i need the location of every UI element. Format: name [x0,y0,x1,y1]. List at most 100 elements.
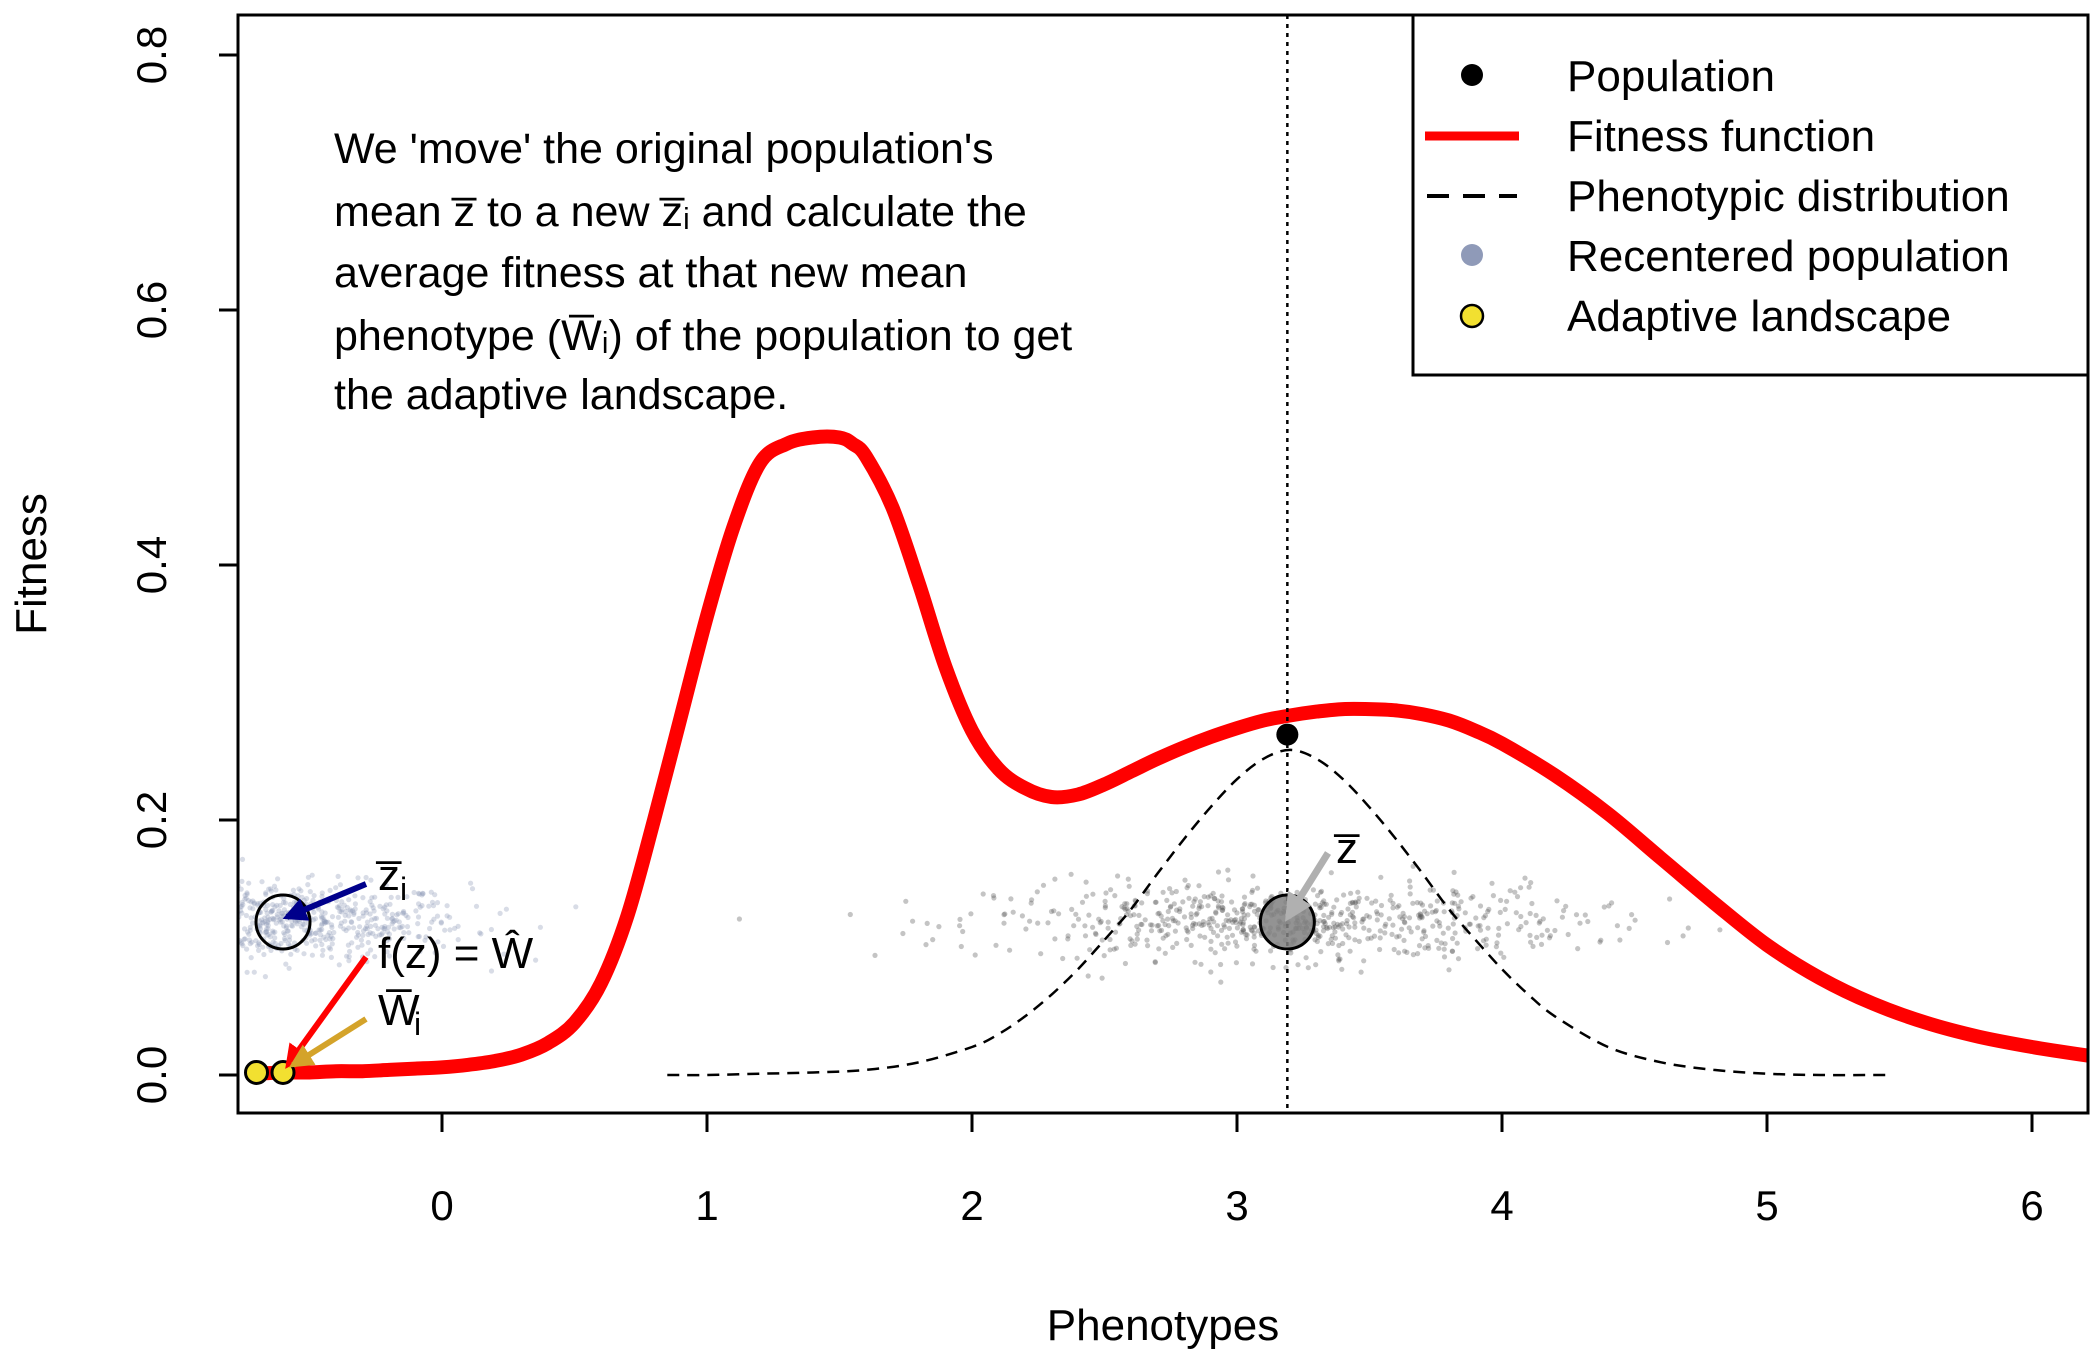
recentered-point [195,920,200,925]
population-scatter-point [1396,933,1402,939]
y-tick-label: 0.0 [128,1046,175,1104]
recentered-point [183,925,188,930]
population-scatter-point [1685,925,1691,931]
recentered-point [265,926,271,932]
population-scatter-point [1029,897,1035,903]
recentered-point [228,913,233,918]
population-scatter-point [1477,903,1484,909]
population-scatter-point [1536,920,1542,926]
recentered-point [87,926,92,931]
population-scatter-point [1337,911,1344,918]
recentered-point [206,921,211,926]
population-scatter-point [1321,912,1327,919]
recentered-point [372,894,378,900]
recentered-point [143,928,148,933]
population-scatter-point [1388,892,1394,898]
recentered-point [339,907,345,913]
recentered-point [319,952,325,958]
population-scatter-point [1121,905,1127,911]
recentered-point [75,938,80,943]
recentered-point [213,928,218,933]
population-scatter-point [1313,930,1319,937]
recentered-point [215,914,220,919]
population-scatter-point [1410,863,1416,869]
population-scatter-point [1167,904,1173,910]
recentered-point [339,909,345,915]
recentered-point [296,886,302,892]
population-scatter-point [1207,916,1213,922]
recentered-point [243,895,249,901]
recentered-point [200,943,205,948]
population-scatter-point [1454,940,1460,946]
population-scatter-point [1485,925,1491,931]
recentered-point [144,942,149,947]
recentered-point [256,947,262,954]
y-tick-label: 0.2 [128,791,175,849]
recentered-point [134,899,139,904]
recentered-point [377,932,383,938]
recentered-point [415,921,421,927]
population-scatter-point [1184,927,1190,934]
population-scatter-point [1152,899,1158,905]
recentered-point [212,905,217,910]
population-scatter-point [1490,893,1496,899]
recentered-point [316,927,322,933]
recentered-point [238,886,244,892]
recentered-point [278,940,284,947]
recentered-point [319,890,325,896]
recentered-point [372,954,378,960]
recentered-point [180,914,185,919]
recentered-point [415,890,422,897]
recentered-point [329,922,335,928]
recentered-point [341,902,347,908]
recentered-point [384,915,390,921]
recentered-point [171,878,176,883]
recentered-point [341,926,347,932]
population-scatter-point [1092,930,1099,936]
population-scatter-point [1028,900,1034,906]
recentered-point [379,924,385,930]
recentered-point [224,960,229,965]
population-scatter-point [1218,961,1224,968]
population-scatter-point [923,942,929,948]
recentered-point [368,877,374,883]
population-scatter-point [1040,882,1047,888]
recentered-point [175,916,180,921]
population-scatter-point [1339,909,1345,916]
population-scatter-point [1321,901,1327,907]
population-scatter-point [958,943,964,950]
recentered-point [246,937,252,943]
population-scatter-point [1240,927,1246,933]
population-scatter-point [1212,895,1218,902]
recentered-point [257,923,263,929]
population-scatter-point [1172,928,1178,934]
population-scatter-point [968,911,974,917]
population-scatter-point [1453,889,1459,895]
recentered-point [220,902,225,907]
population-scatter-point [1052,876,1058,882]
recentered-point [256,941,262,948]
population-scatter-point [1325,941,1331,947]
population-scatter-point [1164,897,1170,904]
note-line: the adaptive landscape. [334,371,788,419]
recentered-point [320,947,326,953]
recentered-point [343,927,349,934]
wi-label: W̅ i [378,986,421,1042]
recentered-point [290,923,296,929]
population-scatter-point [1153,899,1159,905]
population-scatter-point [930,937,936,943]
population-scatter-point [1345,906,1351,912]
population-scatter-point [1219,904,1225,910]
population-scatter-point [1051,908,1057,914]
population-scatter-point [1399,916,1406,922]
population-scatter-point [1343,932,1349,938]
recentered-point [283,925,289,931]
population-scatter-point [1210,929,1217,936]
recentered-point [197,901,202,906]
recentered-point [225,925,230,930]
recentered-point [150,936,155,941]
recentered-point [228,905,233,910]
recentered-point [310,917,316,923]
population-scatter-point [1422,945,1428,951]
recentered-point [419,903,425,909]
